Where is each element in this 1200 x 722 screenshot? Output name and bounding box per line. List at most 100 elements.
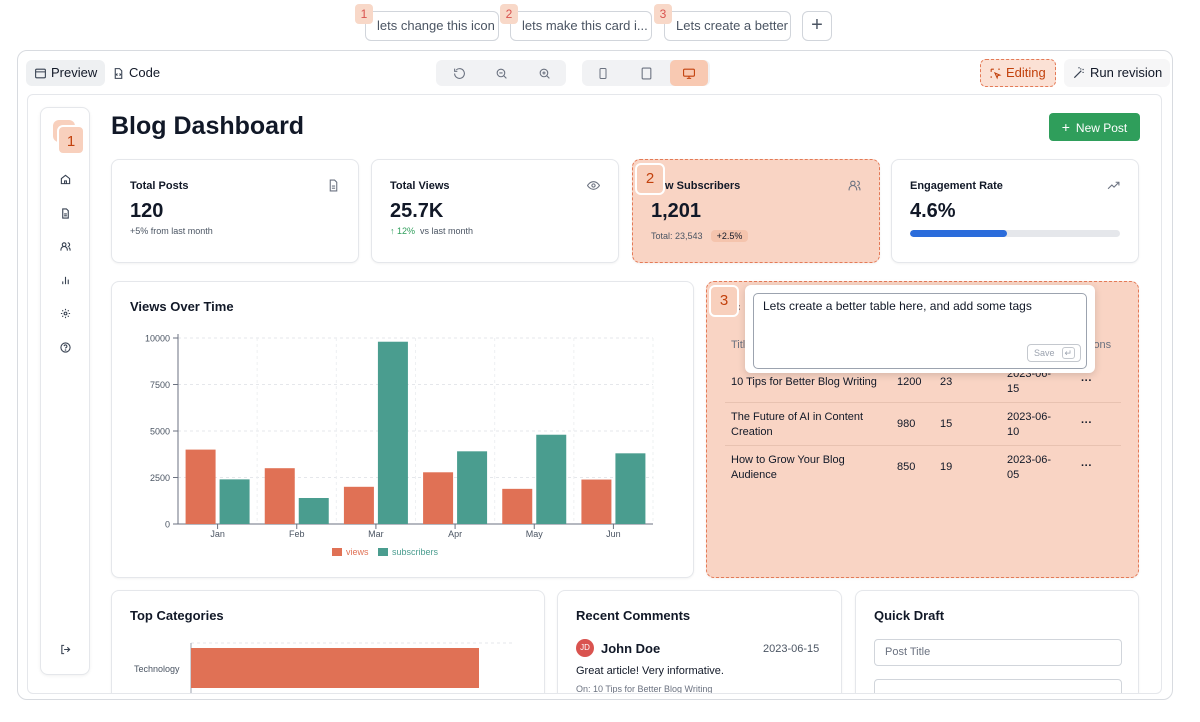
- sidebar-item-analytics[interactable]: [58, 273, 72, 287]
- x-tick-label: May: [526, 529, 544, 539]
- sidebar-item-help[interactable]: [58, 340, 72, 354]
- desktop-view-button[interactable]: [670, 60, 708, 86]
- stat-change: 12%: [397, 226, 416, 236]
- sidebar-item-users[interactable]: [58, 239, 72, 253]
- stat-card-views: Total Views 25.7K ↑ 12% vs last month: [371, 159, 619, 263]
- tablet-view-button[interactable]: [627, 60, 665, 86]
- stat-label: Engagement Rate: [910, 180, 1003, 192]
- bar-views: [581, 479, 612, 524]
- eye-icon: [587, 181, 600, 190]
- revision-marker-2: 2: [635, 163, 665, 195]
- table-row[interactable]: How to Grow Your Blog Audience 850 19 202…: [725, 446, 1121, 489]
- arrow-up-icon: ↑: [390, 226, 395, 236]
- categories-title: Top Categories: [130, 608, 224, 623]
- x-tick-label: Jan: [210, 529, 225, 539]
- revision-comment-text: Lets create a better table here, and add…: [763, 299, 1032, 313]
- total-value: 23,543: [675, 231, 703, 241]
- cell-comments: 23: [940, 376, 953, 388]
- title-line-2: Creation: [731, 426, 773, 438]
- sidebar-item-settings[interactable]: [58, 306, 72, 320]
- editing-toggle[interactable]: Editing: [980, 59, 1056, 87]
- categories-chart: [190, 642, 513, 693]
- post-title-input[interactable]: Post Title: [874, 639, 1122, 666]
- legend-label: views: [346, 547, 369, 557]
- trending-up-icon: [1107, 181, 1120, 190]
- comment-author: John Doe: [601, 641, 661, 656]
- mobile-view-button[interactable]: [584, 60, 622, 86]
- more-horizontal-icon[interactable]: ···: [1081, 417, 1092, 429]
- more-horizontal-icon[interactable]: ···: [1081, 460, 1092, 472]
- views-chart-card: Views Over Time 0 2500 5000 7500 10000 Jan Feb…: [111, 281, 694, 578]
- table-row[interactable]: The Future of AI in Content Creation 980 …: [725, 403, 1121, 446]
- comment-text: Great article! Very informative.: [576, 665, 724, 677]
- bar-subscribers: [219, 479, 250, 524]
- preview-window: Preview Code: [17, 50, 1173, 700]
- draft-title: Quick Draft: [874, 608, 945, 623]
- recent-posts-card[interactable]: c Titl ions 10 Tips for Better Blog Writ…: [706, 281, 1139, 578]
- bar-subscribers: [298, 497, 329, 524]
- preview-tab[interactable]: Preview: [26, 60, 106, 86]
- preview-label: Preview: [51, 65, 98, 80]
- device-controls: [582, 60, 710, 86]
- comments-title: Recent Comments: [576, 608, 691, 623]
- new-post-button[interactable]: + New Post: [1049, 113, 1140, 141]
- total-label: Total:: [651, 231, 673, 241]
- comment-date: 2023-06-15: [763, 643, 820, 655]
- reset-zoom-button[interactable]: [440, 60, 478, 86]
- sidebar-item-logout[interactable]: [58, 642, 72, 656]
- revision-marker-3: 3: [709, 285, 739, 317]
- x-tick-label: Jun: [606, 529, 621, 539]
- log-out-icon: [60, 644, 70, 654]
- add-revision-button[interactable]: +: [802, 11, 832, 41]
- bar-views: [502, 488, 533, 524]
- run-revision-button[interactable]: Run revision: [1064, 59, 1171, 87]
- help-circle-icon: [59, 341, 71, 353]
- code-tab[interactable]: Code: [104, 60, 168, 86]
- stat-label: New Subscribers: [651, 180, 741, 192]
- bar-chart-icon: [61, 276, 69, 284]
- date-line-1: 2023-06-: [1007, 454, 1052, 466]
- bar-views: [185, 449, 216, 524]
- sidebar-item-home[interactable]: [58, 172, 72, 186]
- chart-title: Views Over Time: [130, 299, 234, 314]
- zoom-out-icon: [496, 68, 507, 79]
- stat-label: Total Views: [390, 180, 450, 192]
- date-line-2: 15: [1007, 383, 1020, 395]
- cell-views: 850: [897, 461, 916, 473]
- legend-swatch: [332, 548, 342, 556]
- zoom-in-button[interactable]: [525, 60, 563, 86]
- cell-comments: 19: [940, 461, 953, 473]
- title-line-1: How to Grow Your Blog: [731, 454, 845, 466]
- revision-tab-2[interactable]: lets make this card i...: [510, 11, 652, 41]
- avatar: JD: [576, 639, 594, 657]
- new-post-label: New Post: [1075, 121, 1128, 135]
- zoom-out-button[interactable]: [482, 60, 520, 86]
- page-title: Blog Dashboard: [111, 112, 305, 140]
- settings-icon: [60, 308, 70, 318]
- save-button[interactable]: Save ↵: [1027, 344, 1081, 362]
- x-tick-label: Apr: [448, 529, 462, 539]
- y-tick-label: 0: [165, 520, 170, 530]
- save-label: Save: [1034, 348, 1055, 358]
- revision-comment-input[interactable]: Lets create a better table here, and add…: [753, 293, 1087, 369]
- stat-value: 25.7K: [390, 200, 444, 222]
- stat-card-subscribers[interactable]: New Subscribers 1,201 Total: 23,543 +2.5%…: [632, 159, 880, 263]
- stat-sub-label: vs last month: [420, 226, 474, 236]
- cell-views: 980: [897, 418, 916, 430]
- users-icon: [848, 180, 861, 191]
- zoom-controls: [436, 60, 566, 86]
- revision-tab-1[interactable]: lets change this icon: [365, 11, 499, 41]
- zoom-in-icon: [539, 68, 550, 79]
- category-label: Technology: [134, 664, 180, 674]
- revision-tab-label: lets make this card i...: [522, 18, 648, 33]
- more-horizontal-icon[interactable]: ···: [1081, 375, 1092, 387]
- stat-subtext: Total: 23,543 +2.5%: [651, 230, 749, 242]
- comment-post[interactable]: On: 10 Tips for Better Blog Writing: [576, 684, 713, 694]
- post-content-input[interactable]: [874, 679, 1122, 693]
- revision-tab-3[interactable]: Lets create a better: [664, 11, 791, 41]
- stat-card-engagement: Engagement Rate 4.6%: [891, 159, 1139, 263]
- stat-subtext: ↑ 12% vs last month: [390, 226, 473, 236]
- plus-icon: +: [1061, 119, 1070, 135]
- stat-value: 1,201: [651, 200, 702, 222]
- sidebar-item-posts[interactable]: [58, 206, 72, 220]
